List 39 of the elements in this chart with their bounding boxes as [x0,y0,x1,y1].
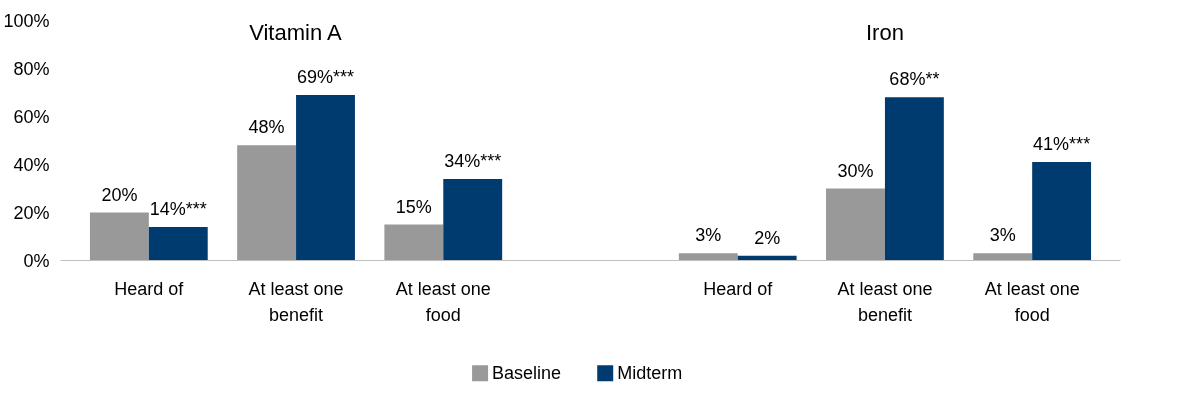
data-label: 3% [695,225,722,246]
data-label: 48% [248,117,285,138]
bar [89,212,149,261]
data-label: 68%** [889,69,940,90]
bar [237,145,297,261]
bar [296,94,355,261]
data-label: 41%*** [1033,134,1091,155]
bar [384,224,444,261]
data-label: 14%*** [149,198,207,219]
x-tick-label: Heard of [703,278,774,299]
y-tick-label: 20% [13,202,50,223]
annotation: Vitamin A [249,19,343,45]
bar [443,178,503,261]
x-tick-label: At least one food [984,278,1080,325]
y-tick-label: 0% [23,250,50,271]
bar [973,253,1033,261]
data-label: 2% [754,227,781,248]
x-tick-label: Heard of [114,278,185,299]
annotation: Iron [865,19,904,45]
bar [1032,162,1092,261]
y-tick-label: 60% [13,106,50,127]
data-label: 69%*** [296,66,355,87]
bar [884,97,944,261]
legend-label: Midterm [617,363,683,384]
bar [678,253,738,261]
x-tick-label: At least one benefit [837,278,933,325]
x-tick-label: At least one benefit [248,278,344,325]
data-label: 34%*** [444,150,502,171]
y-tick-label: 40% [13,154,50,175]
data-label: 3% [989,225,1016,246]
data-label: 15% [395,196,432,217]
bar [148,226,208,261]
y-tick-label: 100% [3,10,50,31]
x-tick-label: At least one food [395,278,491,325]
data-label: 30% [837,160,874,181]
data-label: 20% [101,184,138,205]
legend-label: Baseline [492,363,562,384]
bar [826,188,885,261]
y-tick-label: 80% [13,58,50,79]
